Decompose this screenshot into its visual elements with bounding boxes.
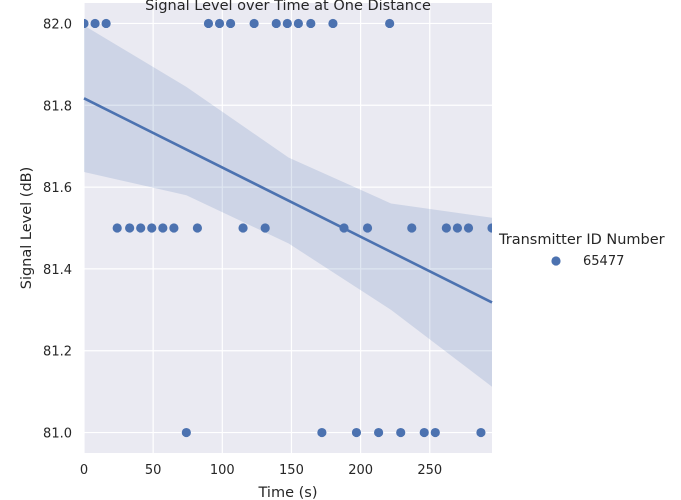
data-point — [373, 427, 384, 438]
data-point — [101, 18, 111, 29]
data-point — [317, 427, 327, 438]
data-point — [112, 223, 122, 233]
data-point — [282, 18, 292, 29]
data-point — [293, 18, 303, 29]
y-tick-label: 81.6 — [43, 181, 72, 196]
chart-title: Signal Level over Time at One Distance — [145, 0, 431, 14]
data-point — [181, 427, 191, 438]
data-point — [339, 223, 349, 233]
data-point — [226, 18, 236, 29]
data-point — [419, 427, 429, 438]
x-tick-labels: 0 50 100 150 200 250 — [80, 463, 442, 478]
x-axis-label: Time (s) — [258, 485, 318, 500]
y-tick-label: 81.4 — [43, 263, 72, 278]
confidence-band-group — [84, 25, 492, 387]
data-point — [306, 18, 316, 29]
legend-marker — [551, 256, 561, 266]
legend: Transmitter ID Number 65477 — [498, 232, 665, 269]
x-tick-label: 0 — [80, 463, 88, 478]
x-tick-label: 150 — [279, 463, 304, 478]
data-point — [362, 223, 373, 233]
data-point — [385, 18, 395, 29]
x-tick-label: 250 — [417, 463, 442, 478]
y-tick-label: 81.2 — [43, 345, 72, 360]
data-point — [260, 223, 270, 233]
data-point — [147, 223, 157, 233]
confidence-band — [84, 25, 492, 387]
data-point — [441, 223, 451, 233]
data-point — [125, 223, 135, 233]
data-point — [407, 223, 417, 233]
y-tick-label: 81.8 — [43, 99, 72, 114]
data-point — [487, 223, 492, 233]
data-point — [169, 223, 179, 233]
data-point — [463, 223, 474, 233]
data-point — [192, 223, 203, 233]
x-tick-label: 100 — [210, 463, 235, 478]
legend-entry-label: 65477 — [583, 254, 624, 269]
regression-line — [83, 97, 493, 304]
regression-group — [83, 97, 493, 304]
data-point — [396, 427, 406, 438]
data-point — [158, 223, 168, 233]
data-point — [328, 18, 338, 29]
y-axis-label: Signal Level (dB) — [19, 167, 35, 290]
scatter-points — [84, 18, 492, 438]
data-point — [238, 223, 248, 233]
x-tick-label: 200 — [348, 463, 373, 478]
data-point — [430, 427, 440, 438]
data-point — [203, 18, 214, 29]
x-tick-label: 50 — [145, 463, 162, 478]
data-point — [476, 427, 486, 438]
y-tick-label: 82.0 — [43, 17, 72, 32]
data-point — [90, 18, 100, 29]
data-point — [271, 18, 281, 29]
data-point — [84, 18, 89, 29]
y-tick-labels: 81.0 81.2 81.4 81.6 81.8 82.0 — [43, 17, 72, 441]
data-point — [249, 18, 259, 29]
y-tick-label: 81.0 — [43, 427, 72, 442]
data-point — [351, 427, 362, 438]
data-point — [452, 223, 463, 233]
data-point — [214, 18, 225, 29]
data-point — [136, 223, 146, 233]
legend-title: Transmitter ID Number — [498, 232, 665, 248]
